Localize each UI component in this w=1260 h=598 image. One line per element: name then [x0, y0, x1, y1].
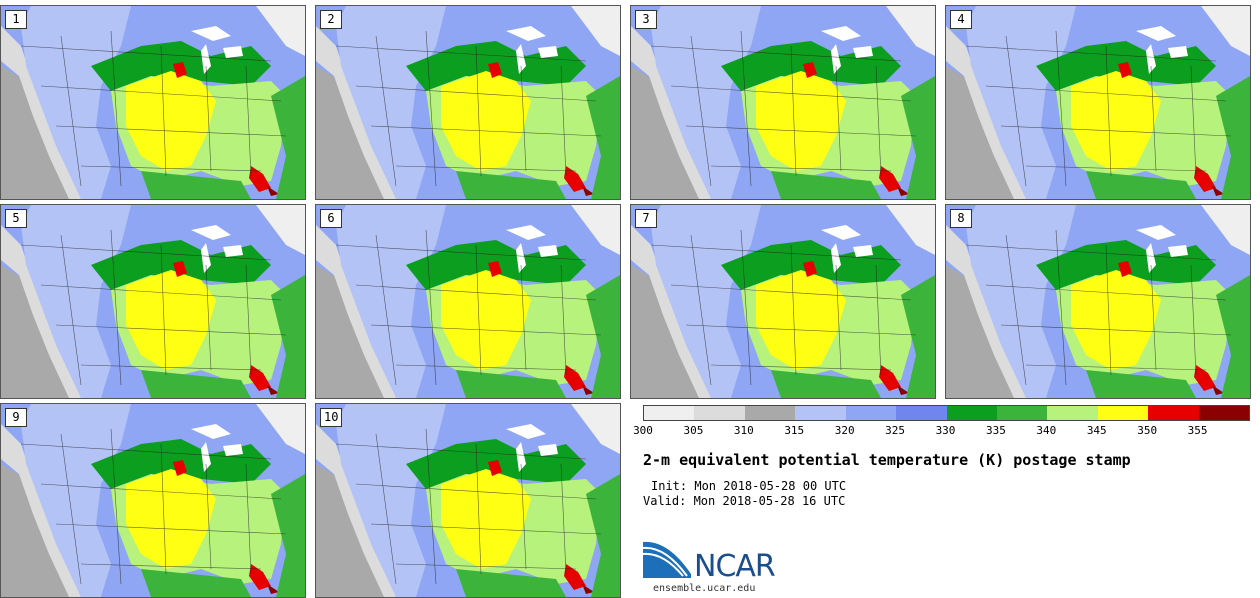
- ensemble-map-panel: 8: [945, 204, 1251, 399]
- init-time: Init: Mon 2018-05-28 00 UTC: [651, 479, 847, 493]
- site-url: ensemble.ucar.edu: [653, 583, 756, 594]
- ensemble-map-panel: 9: [0, 403, 306, 598]
- colorbar-tick-label: 310: [733, 424, 754, 437]
- panel-label: 8: [950, 209, 972, 228]
- colorbar-tick-label: 305: [683, 424, 704, 437]
- colorbar-tick-label: 345: [1086, 424, 1107, 437]
- colorbar-segment: [845, 406, 897, 420]
- ensemble-map-panel: 5: [0, 204, 306, 399]
- colorbar-segment: [744, 406, 796, 420]
- colorbar-tick-label: 300: [633, 424, 653, 437]
- theta-e-map: [1, 205, 305, 398]
- theta-e-map: [946, 205, 1250, 398]
- colorbar-tick-label: 335: [985, 424, 1006, 437]
- panel-label: 10: [320, 408, 343, 427]
- panel-label: 7: [635, 209, 657, 228]
- ncar-logo-icon: [642, 540, 693, 584]
- panel-label: 2: [320, 10, 342, 29]
- theta-e-map: [631, 205, 935, 398]
- colorbar-tick-label: 320: [834, 424, 855, 437]
- colorbar-tick-label: 325: [885, 424, 906, 437]
- colorbar-segment: [946, 406, 997, 420]
- panel-label: 1: [5, 10, 27, 29]
- colorbar-tick-label: 355: [1187, 424, 1208, 437]
- colorbar-segment: [644, 406, 695, 420]
- colorbar-segment: [1198, 406, 1250, 420]
- theta-e-map: [316, 404, 620, 597]
- ensemble-map-panel: 4: [945, 5, 1251, 200]
- colorbar-segment: [1097, 406, 1149, 420]
- ensemble-map-panel: 3: [630, 5, 936, 200]
- colorbar-segment: [694, 406, 745, 420]
- colorbar-segment: [1047, 406, 1098, 420]
- panel-label: 9: [5, 408, 27, 427]
- theta-e-map: [631, 6, 935, 199]
- logo-text: NCAR: [694, 549, 776, 584]
- panel-label: 5: [5, 209, 27, 228]
- theta-e-map: [1, 6, 305, 199]
- colorbar: [643, 405, 1250, 421]
- colorbar-tick-label: 315: [784, 424, 805, 437]
- panel-label: 6: [320, 209, 342, 228]
- colorbar-segment: [1148, 406, 1199, 420]
- colorbar-tick-label: 340: [1036, 424, 1057, 437]
- colorbar-tick-label: 350: [1137, 424, 1158, 437]
- theta-e-map: [1, 404, 305, 597]
- plot-title: 2-m equivalent potential temperature (K)…: [643, 451, 1131, 469]
- theta-e-map: [316, 6, 620, 199]
- colorbar-segment: [795, 406, 846, 420]
- theta-e-map: [316, 205, 620, 398]
- colorbar-tick-label: 330: [935, 424, 956, 437]
- theta-e-map: [946, 6, 1250, 199]
- valid-time: Valid: Mon 2018-05-28 16 UTC: [643, 494, 846, 508]
- ensemble-map-panel: 2: [315, 5, 621, 200]
- ensemble-map-panel: 10: [315, 403, 621, 598]
- ensemble-map-panel: 1: [0, 5, 306, 200]
- panel-label: 4: [950, 10, 972, 29]
- colorbar-segment: [896, 406, 947, 420]
- ensemble-map-panel: 6: [315, 204, 621, 399]
- ensemble-map-panel: 7: [630, 204, 936, 399]
- panel-label: 3: [635, 10, 657, 29]
- colorbar-segment: [996, 406, 1048, 420]
